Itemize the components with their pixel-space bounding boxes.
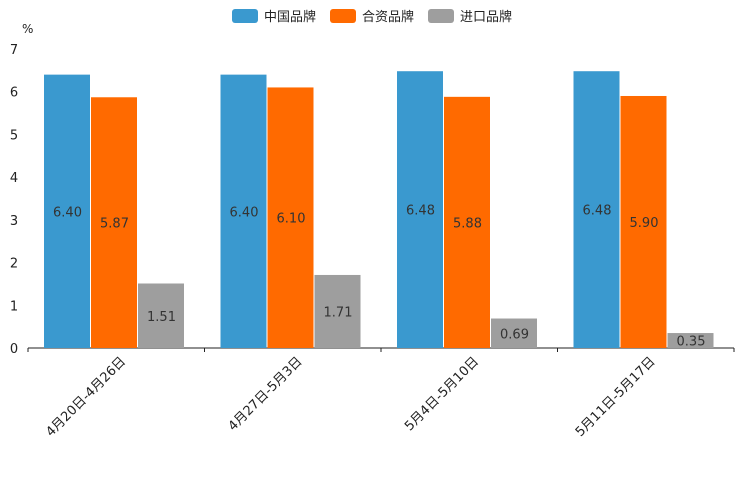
bar-domestic[interactable] (44, 74, 90, 348)
y-tick-label: 3 (10, 214, 18, 229)
bar-value-label: 6.10 (277, 212, 306, 227)
bar-joint-venture[interactable] (620, 95, 667, 348)
legend-swatch-joint-venture (329, 8, 356, 23)
bar-imported[interactable] (138, 283, 184, 348)
y-tick-label: 5 (10, 128, 18, 143)
legend-swatch-imported (428, 8, 454, 23)
y-tick-label: 2 (10, 257, 18, 272)
bar-domestic[interactable] (220, 74, 267, 348)
bar-value-label: 6.40 (53, 205, 82, 220)
bar-value-label: 5.87 (100, 217, 129, 232)
legend-item-domestic[interactable]: 中国品牌 (231, 6, 316, 25)
x-category-label: 5月4日-5月10日 (402, 354, 482, 434)
bar-value-label: 6.48 (406, 204, 435, 219)
bar-joint-venture[interactable] (267, 87, 314, 348)
bar-value-label: 0.35 (677, 335, 706, 350)
y-tick-label: 6 (10, 86, 18, 101)
bar-domestic[interactable] (573, 71, 620, 348)
legend-item-imported[interactable]: 进口品牌 (428, 6, 512, 25)
bar-value-label: 0.69 (500, 327, 529, 342)
bar-value-label: 6.40 (230, 205, 259, 220)
y-tick-label: 7 (10, 43, 18, 58)
x-category-label: 5月11日-5月17日 (573, 354, 659, 440)
chart-legend: 中国品牌 合资品牌 进口品牌 (0, 6, 744, 25)
legend-label-joint-venture: 合资品牌 (361, 10, 414, 25)
y-tick-label: 0 (10, 342, 18, 357)
bar-value-label: 6.48 (583, 204, 612, 219)
bar-joint-venture[interactable] (91, 97, 137, 348)
bar-imported[interactable] (667, 333, 714, 348)
bar-imported[interactable] (491, 318, 537, 348)
bar-imported[interactable] (314, 274, 361, 348)
bar-value-label: 5.90 (630, 216, 659, 231)
legend-swatch-domestic (231, 8, 258, 23)
x-category-label: 4月20日-4月26日 (43, 354, 129, 440)
bar-value-label: 5.88 (453, 216, 482, 231)
y-tick-label: 4 (10, 171, 18, 186)
bar-value-label: 1.51 (147, 310, 176, 325)
legend-label-domestic: 中国品牌 (263, 10, 316, 25)
bar-domestic[interactable] (397, 71, 443, 348)
x-category-label: 4月27日-5月3日 (226, 354, 306, 434)
legend-item-joint-venture[interactable]: 合资品牌 (329, 6, 414, 25)
bar-joint-venture[interactable] (444, 96, 490, 348)
y-axis-unit-label: % (22, 22, 33, 36)
bar-value-label: 1.71 (324, 305, 353, 320)
legend-label-imported: 进口品牌 (460, 10, 513, 25)
y-tick-label: 1 (10, 299, 18, 314)
